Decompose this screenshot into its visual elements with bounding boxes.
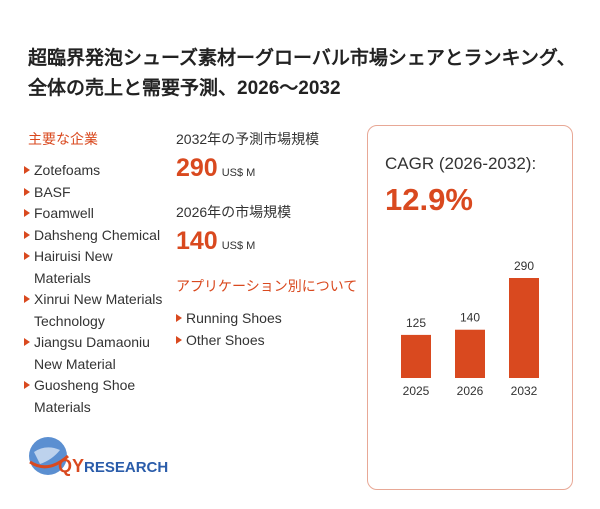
company-list: Zotefoams BASF Foamwell Dahsheng Chemical Ha… bbox=[24, 160, 172, 418]
bar bbox=[455, 329, 485, 378]
cagr-label: CAGR (2026-2032): bbox=[385, 154, 537, 173]
current-unit: US$ M bbox=[221, 240, 256, 252]
x-tick-label: 2026 bbox=[457, 384, 484, 398]
x-tick-label: 2025 bbox=[403, 384, 430, 398]
companies-heading: 主要な企業 bbox=[28, 131, 98, 147]
cagr-box: CAGR (2026-2032): 12.9% 125 2025 140 2026 29… bbox=[367, 125, 573, 490]
logo-suffix: RESEARCH bbox=[84, 459, 169, 476]
list-item: Xinrui New Materials Technology bbox=[24, 289, 172, 332]
forecast: 290 US$ M bbox=[176, 154, 255, 183]
forecast-value: 290 bbox=[176, 154, 218, 182]
list-item: Running Shoes bbox=[176, 308, 356, 330]
forecast-label: 2032年の予測市場規模 bbox=[176, 131, 320, 147]
current: 140 US$ M bbox=[176, 227, 255, 256]
list-item: Zotefoams bbox=[24, 160, 172, 182]
list-item: Jiangsu Damaoniu New Material bbox=[24, 332, 172, 375]
current-label: 2026年の市場規模 bbox=[176, 204, 292, 220]
value-label: 290 bbox=[514, 259, 534, 273]
logo-globe bbox=[29, 437, 70, 475]
list-item: Dahsheng Chemical bbox=[24, 225, 172, 247]
value-label: 125 bbox=[406, 316, 426, 330]
list-item: BASF bbox=[24, 182, 172, 204]
applications-heading: アプリケーション別について bbox=[176, 278, 358, 294]
list-item: Hairuisi New Materials bbox=[24, 246, 172, 289]
logo: QYRESEARCH bbox=[26, 434, 168, 484]
bar bbox=[509, 278, 539, 378]
list-item: Guosheng Shoe Materials bbox=[24, 375, 172, 418]
current-value: 140 bbox=[176, 227, 218, 255]
logo-prefix: QY bbox=[58, 456, 85, 476]
bar bbox=[401, 334, 431, 378]
cagr-value: 12.9% bbox=[385, 182, 473, 217]
value-label: 140 bbox=[460, 311, 480, 325]
list-item: Foamwell bbox=[24, 203, 172, 225]
title: 超臨界発泡シューズ素材ーグローバル市場シェアとランキング、全体の売上と需要予測、… bbox=[28, 48, 576, 99]
bar-chart: 125 2025 140 2026 290 2032 bbox=[401, 259, 539, 398]
list-item: Other Shoes bbox=[176, 330, 356, 352]
x-tick-label: 2032 bbox=[511, 384, 538, 398]
application-list: Running Shoes Other Shoes bbox=[176, 308, 356, 351]
forecast-unit: US$ M bbox=[221, 167, 256, 179]
logo-text: QYRESEARCH bbox=[58, 456, 168, 477]
